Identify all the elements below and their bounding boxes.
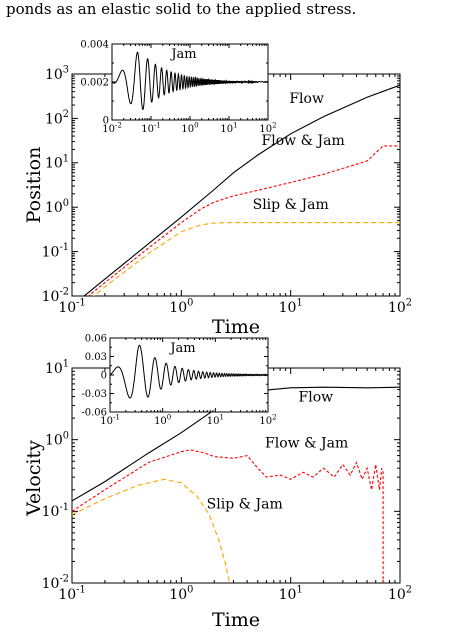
y-tick-label: 10-2 <box>42 574 69 592</box>
series-line-flow-jam <box>72 449 384 583</box>
inset-y-tick-label: 0.06 <box>85 334 107 345</box>
y-tick-label: 100 <box>45 198 69 216</box>
inset-y-tick-label: -0.03 <box>81 389 107 400</box>
series-line-slip-jam <box>92 222 400 296</box>
x-tick-label: 100 <box>169 298 193 316</box>
inset-y-tick-label: -0.06 <box>81 408 107 419</box>
x-tick-label: 101 <box>279 298 303 316</box>
y-tick-label: 103 <box>45 65 69 83</box>
y-tick-label: 101 <box>45 153 69 171</box>
inset-y-tick-label: 0.03 <box>85 352 107 363</box>
inset-x-tick-label: 101 <box>220 122 237 136</box>
inset-series-group <box>110 344 268 399</box>
x-tick-label: 102 <box>388 298 412 316</box>
inset-series-group <box>112 51 268 111</box>
y-tick-label: 10-2 <box>42 287 69 305</box>
x-axis-label: Time <box>212 316 260 338</box>
inset-series-line-jam <box>110 344 268 399</box>
series-annotation: Slip & Jam <box>253 197 329 213</box>
inset-y-tick-label: 0.004 <box>80 40 109 51</box>
inset-label: Jam <box>169 47 196 62</box>
inset-x-tick-label: 10-1 <box>141 122 161 136</box>
inset-label: Jam <box>168 341 195 356</box>
y-tick-label: 101 <box>45 359 69 377</box>
inset-x-tick-label: 10-2 <box>102 122 122 136</box>
series-annotation: Flow <box>289 91 324 107</box>
inset-x-tick-label: 100 <box>154 414 171 428</box>
series-line-flow <box>83 84 400 296</box>
x-tick-label: 100 <box>169 585 193 603</box>
inset-x-tick-label: 102 <box>259 122 276 136</box>
x-axis-label: Time <box>212 609 260 631</box>
series-line-flow-jam <box>87 145 400 296</box>
inset-x-tick-label: 101 <box>207 414 224 428</box>
y-axis-label: Position <box>23 147 45 224</box>
series-group <box>83 84 400 296</box>
x-tick-label: 10-1 <box>58 298 85 316</box>
series-annotation: Slip & Jam <box>207 496 283 512</box>
x-tick-label: 102 <box>388 585 412 603</box>
position-chart: 10-1 100 101 10210-210-1100101102103FlowFlo… <box>23 40 412 339</box>
inset-x-tick-label: 10-1 <box>100 414 120 428</box>
x-tick-label: 101 <box>279 585 303 603</box>
y-tick-label: 10-1 <box>42 242 69 260</box>
inset-x-tick-label: 102 <box>259 414 276 428</box>
y-tick-label: 100 <box>45 430 69 448</box>
caption-text: ponds as an elastic solid to the applied… <box>6 0 357 18</box>
inset-y-tick-label: 0 <box>101 371 107 382</box>
inset-x-tick-label: 100 <box>181 122 198 136</box>
y-tick-label: 10-1 <box>42 502 69 520</box>
series-line-slip-jam <box>72 478 230 583</box>
series-annotation: Flow & Jam <box>262 133 345 149</box>
y-tick-label: 102 <box>45 109 69 127</box>
inset-plot: 10-1 100 101 102 0.06 0.03 0 -0.03 -0.06 Jam <box>81 334 276 428</box>
x-tick-label: 10-1 <box>58 585 85 603</box>
inset-y-tick-label: 0 <box>103 116 109 127</box>
series-annotation: Flow <box>299 390 334 406</box>
inset-series-line-jam <box>112 51 268 111</box>
inset-plot: 10-2 10-1 100 101 102 0 0.002 0.004 Jam <box>80 40 276 136</box>
inset-y-tick-label: 0.002 <box>80 78 109 89</box>
series-annotation: Flow & Jam <box>265 435 348 451</box>
y-axis-label: Velocity <box>23 440 45 517</box>
